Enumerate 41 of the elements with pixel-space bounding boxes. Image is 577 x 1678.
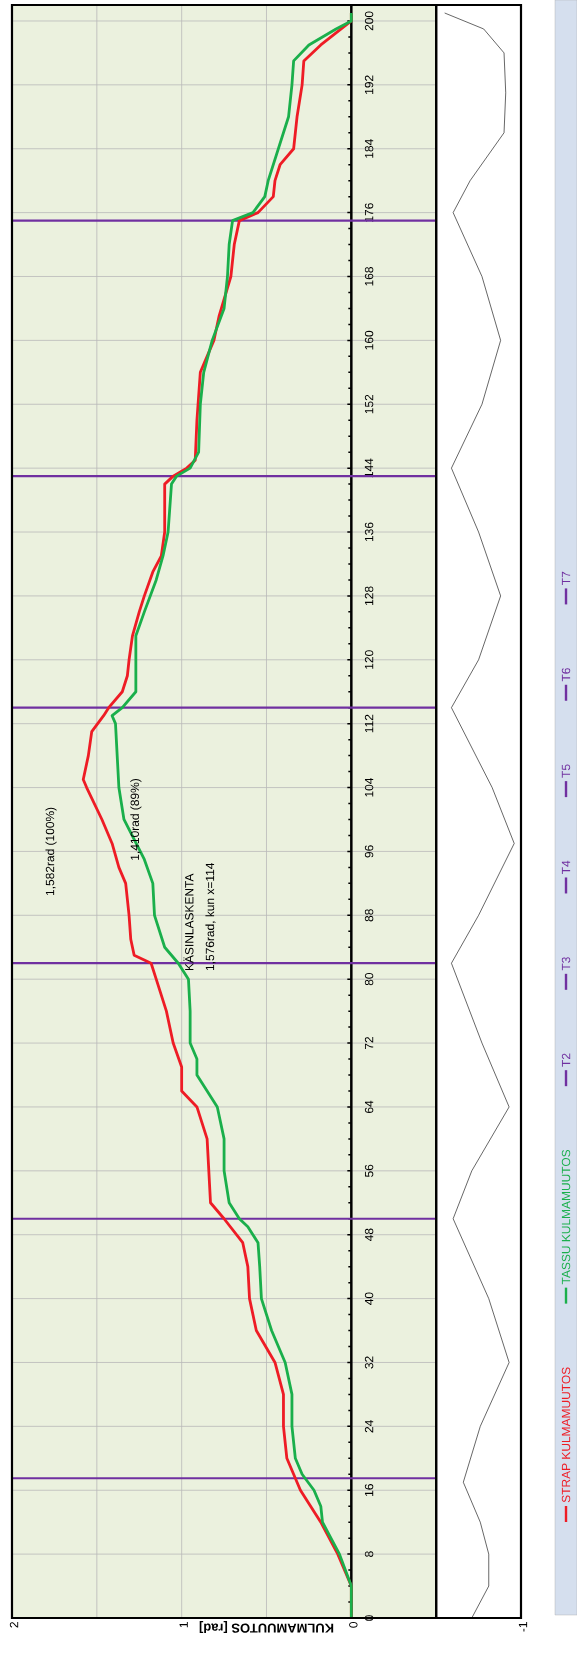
y-tick-label: 40 <box>364 1292 374 1305</box>
y-tick-label: 32 <box>364 1356 374 1369</box>
annotation: 1,410rad (89%) <box>130 779 142 860</box>
x-tick-label: -1 <box>518 1622 528 1632</box>
annotation: KÄSINLASKENTA <box>183 873 194 971</box>
y-tick-label: 72 <box>364 1037 374 1050</box>
ref-line-label: T2 <box>561 1053 571 1067</box>
y-tick-label: 128 <box>364 586 374 605</box>
y-tick-label: 8 <box>364 1551 374 1557</box>
y-tick-label: 120 <box>364 650 374 669</box>
y-tick-label: 56 <box>364 1164 374 1177</box>
y-tick-label: 192 <box>364 75 374 94</box>
ref-line-label: T6 <box>561 668 571 682</box>
y-tick-label: 80 <box>364 973 374 986</box>
y-tick-label: 200 <box>364 11 374 31</box>
y-tick-label: 184 <box>364 139 374 158</box>
y-tick-label: 136 <box>364 522 374 542</box>
x-axis-title: KULMAMUUTOS [rad] <box>199 1620 334 1634</box>
ref-line-label: T3 <box>561 957 571 971</box>
y-tick-label: 48 <box>364 1228 374 1242</box>
annotation: 1,582rad (100%) <box>45 807 57 896</box>
ref-line-label: T7 <box>561 571 571 585</box>
y-tick-label: 88 <box>364 909 374 922</box>
y-tick-label: 112 <box>364 714 374 733</box>
x-tick-label: 2 <box>9 1622 19 1628</box>
y-tick-label: 96 <box>364 845 374 858</box>
y-tick-label: 16 <box>364 1484 374 1496</box>
text: STRAP KULMAMUUTOS <box>561 1367 571 1503</box>
y-tick-label: 152 <box>364 394 374 414</box>
y-tick-label: 64 <box>364 1100 374 1113</box>
x-tick-label: 0 <box>349 1621 358 1628</box>
ref-line-label: T5 <box>561 764 571 778</box>
y-tick-label: 168 <box>364 267 374 286</box>
annotation: 1,576rad, kun x=114 <box>205 862 216 971</box>
y-tick-label: 160 <box>364 330 374 350</box>
ref-line-label: T4 <box>561 860 571 875</box>
x-tick-label: 1 <box>179 1622 188 1628</box>
y-tick-label: 176 <box>364 203 374 222</box>
y-tick-label: 104 <box>364 777 374 797</box>
text: TASSU KULMAMUUTOS <box>561 1149 571 1285</box>
y-tick-label: 24 <box>364 1420 374 1433</box>
